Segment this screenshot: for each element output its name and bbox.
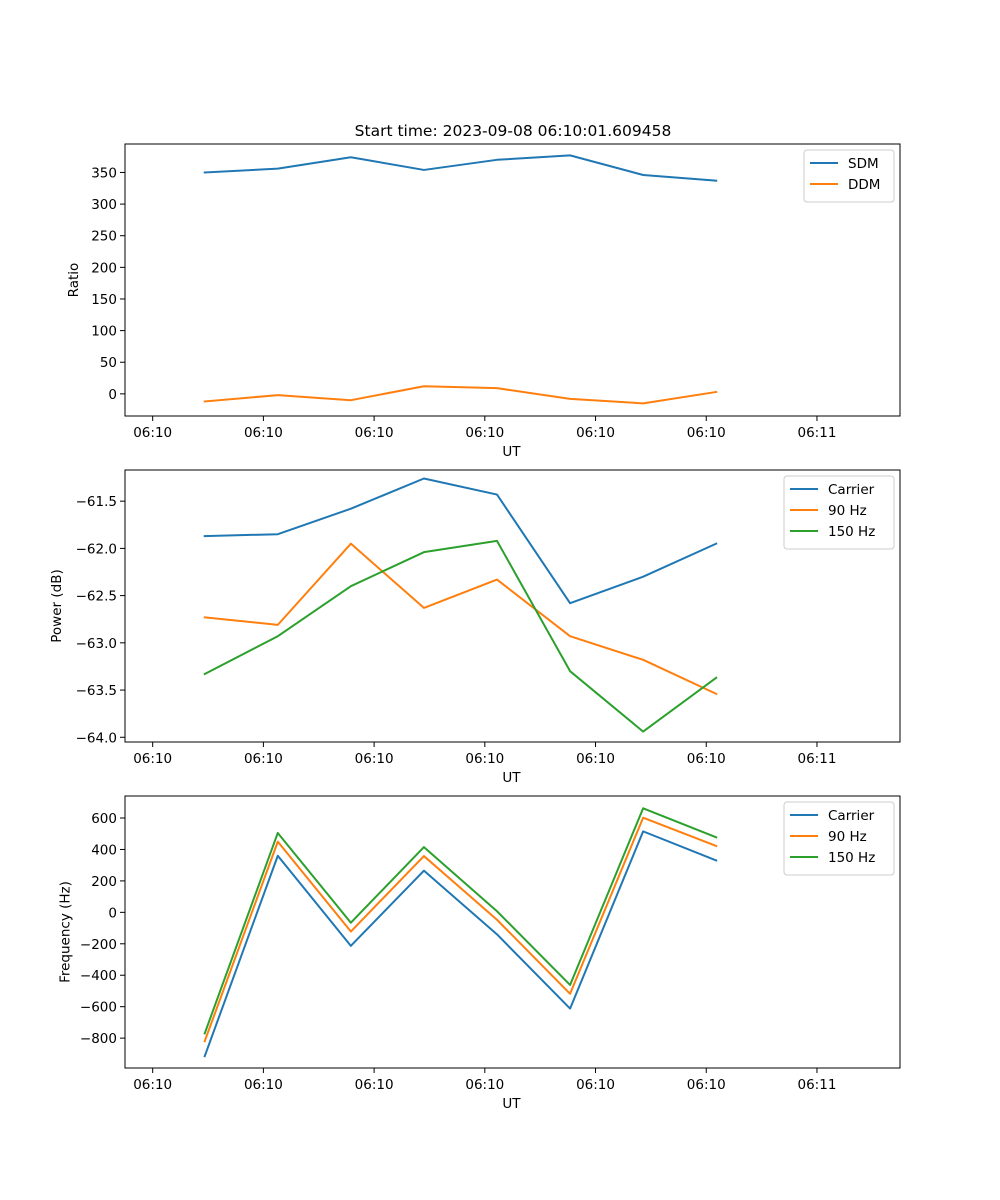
chart-panel-1: 06:10 06:10 06:10 06:10 06:10 06:10 06:11 0 50 10…: [66, 143, 901, 460]
chart-panel-2: 06:10 06:10 06:10 06:10 06:10 06:10 06:11 −64.0…: [49, 469, 901, 786]
y-tick-label: 150: [91, 292, 117, 308]
x-axis-label: UT: [502, 1096, 521, 1112]
x-tick-label: 06:10: [465, 751, 504, 767]
axes-frame: [124, 469, 901, 743]
series-line-90-hz: [203, 816, 718, 1043]
series-group: [203, 477, 718, 733]
x-tick-label: 06:10: [355, 425, 394, 441]
legend-entry: 90 Hz: [828, 503, 867, 519]
legend-entry: DDM: [848, 177, 880, 193]
legend: Carrier 90 Hz 150 Hz: [783, 475, 895, 550]
x-tick-label: 06:10: [465, 425, 504, 441]
y-tick-label: 600: [91, 811, 117, 827]
y-tick-label: 350: [91, 165, 117, 181]
y-axis-label: Frequency (Hz): [57, 881, 73, 983]
x-axis-label: UT: [502, 444, 521, 460]
series-line-150-hz: [203, 539, 718, 733]
y-tick-label: −64.0: [76, 730, 117, 746]
series-line-ddm: [203, 385, 718, 405]
legend-entry: 90 Hz: [828, 829, 867, 845]
x-tick-label: 06:11: [798, 425, 837, 441]
y-tick-label: −200: [80, 937, 117, 953]
x-tick-label: 06:10: [244, 751, 283, 767]
x-tick-label: 06:10: [687, 1077, 726, 1093]
series-line-150-hz: [203, 807, 718, 1035]
x-tick-label: 06:10: [244, 1077, 283, 1093]
x-tick-label: 06:10: [355, 751, 394, 767]
x-axis-label: UT: [502, 770, 521, 786]
y-tick-label: 0: [108, 905, 117, 921]
y-tick-label: −600: [80, 1000, 117, 1016]
y-tick-label: 300: [91, 197, 117, 213]
series-line-90-hz: [203, 542, 718, 696]
x-tick-label: 06:10: [133, 425, 172, 441]
y-tick-label: 0: [108, 387, 117, 403]
x-tick-label: 06:10: [576, 751, 615, 767]
y-tick-label: −400: [80, 968, 117, 984]
y-axis-label: Ratio: [66, 263, 82, 298]
y-tick-label: 400: [91, 842, 117, 858]
legend-entry: 150 Hz: [828, 524, 875, 540]
series-line-sdm: [203, 154, 718, 182]
axes-frame: [124, 795, 901, 1069]
y-tick-label: −62.0: [76, 541, 117, 557]
y-tick-label: −800: [80, 1031, 117, 1047]
legend: SDM DDM: [803, 149, 895, 203]
x-tick-label: 06:10: [687, 425, 726, 441]
x-tick-label: 06:10: [133, 1077, 172, 1093]
legend: Carrier 90 Hz 150 Hz: [783, 801, 895, 876]
axes-frame: [124, 143, 901, 417]
figure-title: Start time: 2023-09-08 06:10:01.609458: [355, 122, 672, 140]
series-group: [203, 154, 718, 405]
y-tick-label: −63.0: [76, 636, 117, 652]
x-tick-label: 06:10: [687, 751, 726, 767]
chart-panel-3: 06:10 06:10 06:10 06:10 06:10 06:10 06:11 −800 −…: [57, 795, 901, 1112]
legend-entry: 150 Hz: [828, 850, 875, 866]
y-axis-label: Power (dB): [49, 569, 65, 642]
y-tick-label: −62.5: [76, 589, 117, 605]
legend-entry: Carrier: [828, 482, 875, 498]
x-tick-label: 06:10: [576, 425, 615, 441]
x-tick-label: 06:11: [798, 1077, 837, 1093]
series-line-carrier: [203, 830, 718, 1058]
series-group: [203, 807, 718, 1058]
y-tick-label: 200: [91, 874, 117, 890]
y-tick-label: −63.5: [76, 683, 117, 699]
chart-panels: 06:10 06:10 06:10 06:10 06:10 06:10 06:11 0 50 10…: [49, 143, 901, 1112]
legend-entry: SDM: [848, 156, 879, 172]
x-tick-label: 06:10: [465, 1077, 504, 1093]
y-tick-label: 50: [100, 355, 117, 371]
series-line-carrier: [203, 477, 718, 605]
y-tick-label: −61.5: [76, 494, 117, 510]
x-tick-label: 06:11: [798, 751, 837, 767]
y-tick-label: 100: [91, 324, 117, 340]
x-tick-label: 06:10: [133, 751, 172, 767]
x-tick-label: 06:10: [244, 425, 283, 441]
x-tick-label: 06:10: [576, 1077, 615, 1093]
x-tick-label: 06:10: [355, 1077, 394, 1093]
y-tick-label: 250: [91, 229, 117, 245]
legend-entry: Carrier: [828, 808, 875, 824]
y-tick-label: 200: [91, 260, 117, 276]
